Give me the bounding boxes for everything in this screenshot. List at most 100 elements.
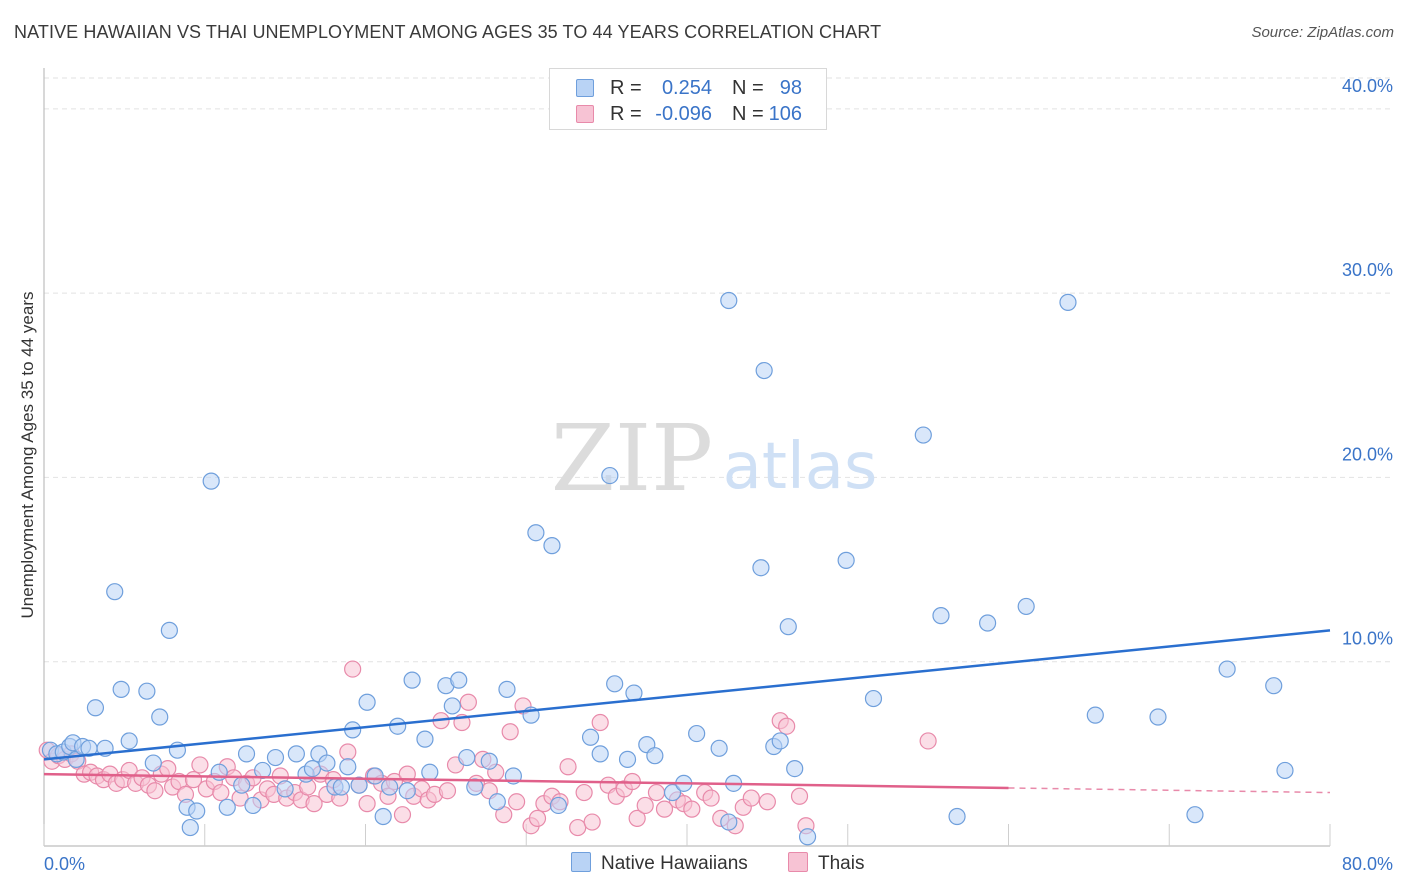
data-point-native-hawaiians — [416, 730, 434, 748]
data-point-native-hawaiians — [86, 699, 105, 717]
data-point-thais — [569, 818, 587, 837]
data-point-thais — [742, 789, 760, 807]
data-point-native-hawaiians — [710, 739, 728, 757]
data-point-native-hawaiians — [606, 675, 624, 693]
data-point-thais — [647, 783, 666, 802]
data-point-native-hawaiians — [591, 745, 609, 763]
data-point-native-hawaiians — [979, 614, 997, 632]
data-point-native-hawaiians — [480, 752, 498, 770]
data-point-native-hawaiians — [266, 748, 285, 767]
data-point-thais — [339, 743, 357, 761]
r-label: R = — [610, 77, 642, 99]
data-point-native-hawaiians — [527, 524, 545, 542]
data-point-thais — [559, 758, 577, 776]
data-point-thais — [528, 809, 547, 827]
data-point-native-hawaiians — [720, 813, 738, 831]
data-point-thais — [191, 756, 209, 774]
watermark: ZIP atlas — [551, 405, 877, 512]
data-point-native-hawaiians — [798, 828, 817, 846]
data-point-thais — [702, 789, 720, 807]
legend-label: Native Hawaiians — [601, 853, 748, 874]
trend-lines — [43, 629, 1331, 794]
data-point-native-hawaiians — [381, 778, 399, 796]
series-thais-points — [38, 660, 937, 837]
data-point-native-hawaiians — [389, 717, 407, 735]
data-point-thais — [212, 783, 230, 802]
legend-swatch-pink — [788, 852, 808, 872]
data-point-thais — [655, 800, 674, 818]
data-point-native-hawaiians — [1149, 708, 1167, 726]
data-point-native-hawaiians — [786, 759, 804, 778]
data-point-native-hawaiians — [421, 763, 439, 781]
data-point-native-hawaiians — [581, 728, 600, 746]
data-point-native-hawaiians — [752, 559, 770, 577]
stats-legend: R = 0.254 N = 98 R = -0.096 N = 106 — [549, 68, 827, 130]
data-point-native-hawaiians — [244, 796, 262, 815]
legend-item-thais[interactable]: Thais — [788, 852, 864, 875]
data-point-thais — [159, 759, 177, 778]
data-point-native-hawaiians — [932, 607, 950, 625]
data-point-native-hawaiians — [237, 745, 256, 763]
data-point-native-hawaiians — [549, 796, 568, 815]
data-point-native-hawaiians — [663, 783, 682, 802]
data-point-native-hawaiians — [403, 671, 421, 689]
tick-labels: 10.0% 20.0% 30.0% 40.0% 0.0% 80.0% — [44, 76, 1393, 874]
data-point-native-hawaiians — [1017, 597, 1035, 616]
data-point-native-hawaiians — [160, 621, 178, 639]
data-point-thais — [393, 806, 412, 824]
y-axis-label: Unemployment Among Ages 35 to 44 years — [18, 291, 37, 619]
data-point-native-hawaiians — [374, 807, 392, 826]
data-point-thais — [344, 660, 362, 678]
trend-line-thais-extension — [1008, 787, 1331, 794]
data-point-native-hawaiians — [151, 708, 169, 726]
y-tick-label: 10.0% — [1342, 629, 1393, 649]
data-point-native-hawaiians — [398, 782, 416, 800]
stats-row-native-hawaiians: R = 0.254 N = 98 — [550, 75, 826, 101]
data-point-native-hawaiians — [498, 680, 516, 698]
data-point-thais — [636, 796, 654, 815]
y-tick-label: 30.0% — [1342, 260, 1393, 280]
data-point-native-hawaiians — [112, 680, 130, 698]
data-point-native-hawaiians — [358, 693, 376, 711]
data-point-native-hawaiians — [1186, 806, 1204, 824]
stats-row-thais: R = -0.096 N = 106 — [550, 101, 826, 127]
data-point-native-hawaiians — [466, 778, 484, 796]
grid-layer — [44, 77, 1392, 663]
data-point-thais — [628, 809, 646, 827]
legend-swatch-blue — [571, 852, 591, 872]
data-point-thais — [146, 782, 164, 800]
data-point-native-hawaiians — [720, 291, 738, 310]
data-point-native-hawaiians — [755, 361, 773, 380]
data-point-thais — [591, 713, 609, 732]
data-point-thais — [790, 787, 809, 805]
data-point-thais — [358, 795, 376, 813]
x-tick-label: 80.0% — [1342, 854, 1393, 874]
trend-line-native-hawaiians — [43, 629, 1331, 761]
legend-item-native-hawaiians[interactable]: Native Hawaiians — [571, 852, 748, 875]
data-point-native-hawaiians — [366, 767, 384, 785]
data-point-native-hawaiians — [688, 724, 706, 743]
legend-swatch-pink — [576, 105, 594, 123]
data-point-native-hawaiians — [120, 732, 138, 750]
data-point-native-hawaiians — [332, 778, 350, 796]
data-point-native-hawaiians — [181, 818, 199, 837]
r-value: 0.254 — [661, 77, 712, 99]
data-point-native-hawaiians — [450, 671, 468, 689]
data-point-native-hawaiians — [1059, 293, 1077, 311]
data-point-thais — [459, 693, 477, 711]
data-point-native-hawaiians — [1265, 677, 1283, 695]
watermark-zip: ZIP — [551, 405, 713, 512]
data-point-native-hawaiians — [948, 807, 966, 826]
data-point-native-hawaiians — [458, 748, 476, 767]
data-point-thais — [438, 782, 457, 800]
data-point-native-hawaiians — [138, 682, 156, 700]
n-value: 106 — [768, 103, 802, 125]
data-point-native-hawaiians — [837, 551, 855, 569]
chart-title: NATIVE HAWAIIAN VS THAI UNEMPLOYMENT AMO… — [14, 22, 882, 42]
data-point-native-hawaiians — [202, 472, 220, 490]
data-point-native-hawaiians — [914, 426, 932, 444]
trend-line-thais — [43, 772, 1009, 790]
series-native-hawaiians-points — [41, 291, 1294, 846]
data-point-native-hawaiians — [318, 754, 336, 772]
